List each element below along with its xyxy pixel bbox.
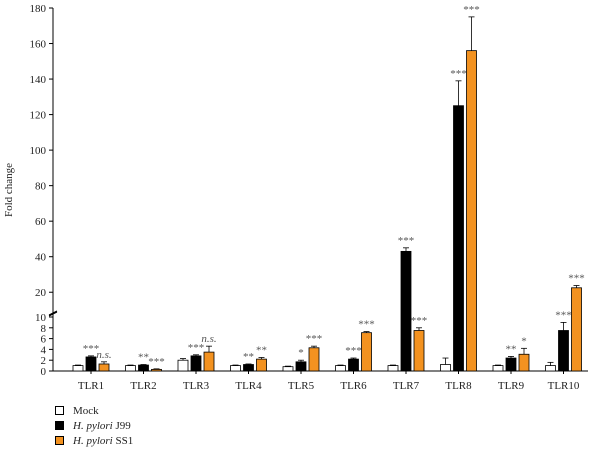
y-axis-label: Fold change	[3, 163, 15, 217]
y-tick-label: 20	[35, 287, 47, 299]
y-tick-label: 100	[30, 145, 47, 157]
significance-label: ***	[345, 345, 362, 357]
significance-label: n.s.	[201, 333, 216, 345]
significance-label: ***	[463, 4, 480, 16]
bar	[282, 366, 294, 372]
significance-label: *	[298, 347, 304, 359]
y-tick-label: 140	[30, 74, 47, 86]
bar	[545, 365, 556, 372]
bar	[138, 364, 149, 372]
x-tick-label: TLR3	[183, 380, 210, 392]
bar	[125, 365, 136, 372]
y-tick-label: 60	[35, 216, 47, 228]
bar	[387, 365, 399, 372]
bar	[453, 105, 464, 372]
significance-label: **	[256, 345, 267, 357]
significance-label: *	[521, 335, 527, 347]
x-tick-label: TLR5	[288, 380, 315, 392]
significance-label: ***	[83, 343, 100, 355]
significance-label: ***	[568, 272, 585, 284]
significance-label: ***	[450, 68, 467, 80]
bar	[348, 358, 359, 372]
bar	[518, 353, 530, 372]
significance-label: ***	[306, 333, 323, 345]
legend: Mock H. pylori J99 H. pylori SS1	[55, 403, 133, 448]
y-tick-label: 10	[35, 312, 47, 324]
y-tick-label: 6	[41, 334, 47, 346]
y-tick-label: 4	[41, 344, 47, 356]
bar	[243, 364, 254, 372]
x-tick-label: TLR9	[498, 380, 525, 392]
bar	[558, 330, 569, 372]
legend-label-ss1: H. pylori SS1	[73, 434, 134, 447]
y-tick-label: 80	[35, 181, 47, 193]
y-tick-label: 8	[41, 323, 47, 335]
x-tick-label: TLR10	[548, 380, 580, 392]
bar	[571, 287, 582, 372]
x-tick-label: TLR2	[130, 380, 156, 392]
y-tick-label: 2	[41, 355, 47, 367]
significance-label: ***	[411, 315, 428, 327]
bar	[295, 361, 307, 372]
significance-label: ***	[398, 235, 415, 247]
significance-label: **	[243, 351, 254, 363]
legend-label-j99: H. pylori J99	[73, 419, 131, 432]
axis-break-mark	[48, 311, 58, 317]
bar	[98, 363, 110, 372]
bar	[203, 351, 215, 372]
bar	[466, 50, 477, 372]
significance-label: **	[138, 352, 149, 364]
legend-swatch-ss1	[55, 436, 64, 445]
significance-label: n.s.	[96, 349, 111, 361]
y-tick-label: 160	[30, 39, 47, 51]
significance-label: **	[506, 343, 517, 355]
significance-label: ***	[188, 342, 205, 354]
legend-item-mock: Mock	[55, 403, 133, 418]
legend-swatch-mock	[55, 406, 64, 415]
legend-label-mock: Mock	[73, 404, 99, 417]
bar	[256, 358, 267, 372]
x-tick-label: TLR4	[235, 380, 262, 392]
bar	[335, 365, 346, 372]
y-tick-label: 0	[41, 366, 47, 378]
bar	[190, 355, 202, 372]
significance-label: ***	[555, 309, 572, 321]
x-tick-label: TLR6	[340, 380, 367, 392]
y-tick-label: 180	[30, 3, 47, 15]
significance-label: ***	[148, 356, 165, 368]
y-tick-label: 40	[35, 252, 47, 264]
x-tick-label: TLR8	[445, 380, 472, 392]
bar	[492, 365, 504, 372]
bar	[361, 332, 372, 372]
axis-break-mark	[48, 310, 58, 316]
bar	[230, 365, 241, 372]
bar	[151, 368, 162, 372]
x-tick-label: TLR1	[78, 380, 104, 392]
bar	[177, 359, 189, 372]
bar	[505, 357, 517, 372]
bar	[400, 250, 412, 372]
legend-swatch-j99	[55, 421, 64, 430]
x-tick-label: TLR7	[393, 380, 420, 392]
bar	[72, 365, 84, 372]
bar	[413, 330, 425, 372]
bar	[440, 364, 451, 372]
legend-item-j99: H. pylori J99	[55, 418, 133, 433]
significance-label: ***	[358, 319, 375, 331]
y-tick-label: 120	[30, 110, 47, 122]
legend-item-ss1: H. pylori SS1	[55, 433, 133, 448]
bar	[85, 356, 97, 372]
bar	[308, 347, 320, 372]
